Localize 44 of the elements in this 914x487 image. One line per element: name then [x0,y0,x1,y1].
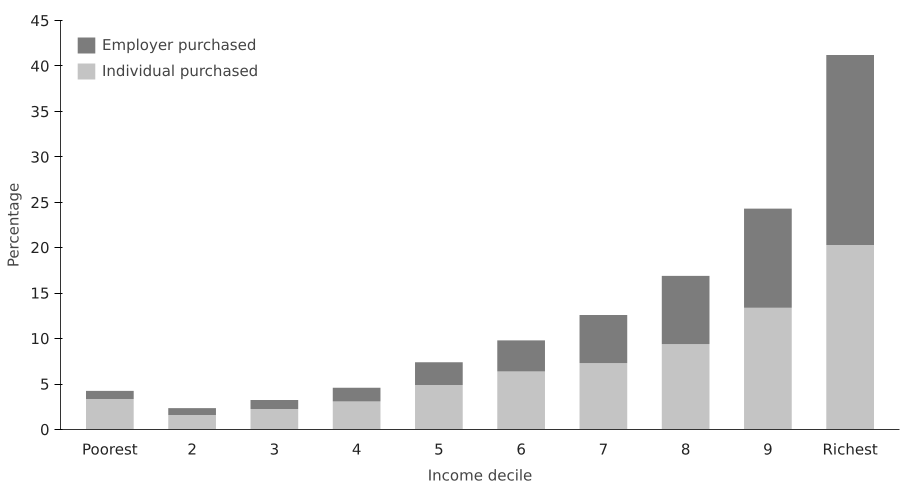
y-tick-label: 10 [30,330,50,348]
x-tick-label: Poorest [82,440,138,458]
y-tick-label: 40 [30,57,50,76]
y-tick-label: 25 [30,194,50,212]
y-tick-label: 0 [40,421,50,439]
y-tick-label: 5 [40,376,50,394]
bar [826,55,874,245]
x-axis-title: Income decile [428,466,532,484]
bar [826,244,874,430]
y-tick-label: 45 [30,12,50,30]
bar [415,362,463,385]
bar [662,276,710,344]
x-tick-label: Richest [822,440,878,458]
bar [662,344,710,430]
bar [497,340,545,372]
bar [744,308,792,430]
bar [497,371,545,430]
legend-label: Individual purchased [102,62,258,80]
y-tick-label: 30 [30,148,50,166]
x-tick-label: 6 [516,440,526,458]
bar [580,314,628,364]
x-tick-label: 5 [434,440,444,458]
bar [415,384,463,430]
y-axis-title: Percentage [4,182,22,268]
bar [744,208,792,308]
x-tick-label: 3 [270,440,280,458]
bar [332,401,380,430]
bar [168,408,216,415]
bar [332,388,380,402]
bar [250,400,298,410]
legend-label: Employer purchased [102,36,256,54]
x-tick-label: 8 [680,440,690,458]
bar [86,390,134,400]
y-tick-label: 20 [30,239,50,258]
bar [168,414,216,430]
y-tick-label: 15 [30,284,50,303]
x-tick-label: 7 [598,440,608,458]
x-tick-label: 2 [187,440,197,458]
x-tick-label: 4 [352,440,362,458]
bar [86,399,134,430]
bar [580,363,628,430]
y-tick-label: 35 [30,102,50,121]
bar [250,409,298,430]
x-tick-label: 9 [763,440,773,458]
